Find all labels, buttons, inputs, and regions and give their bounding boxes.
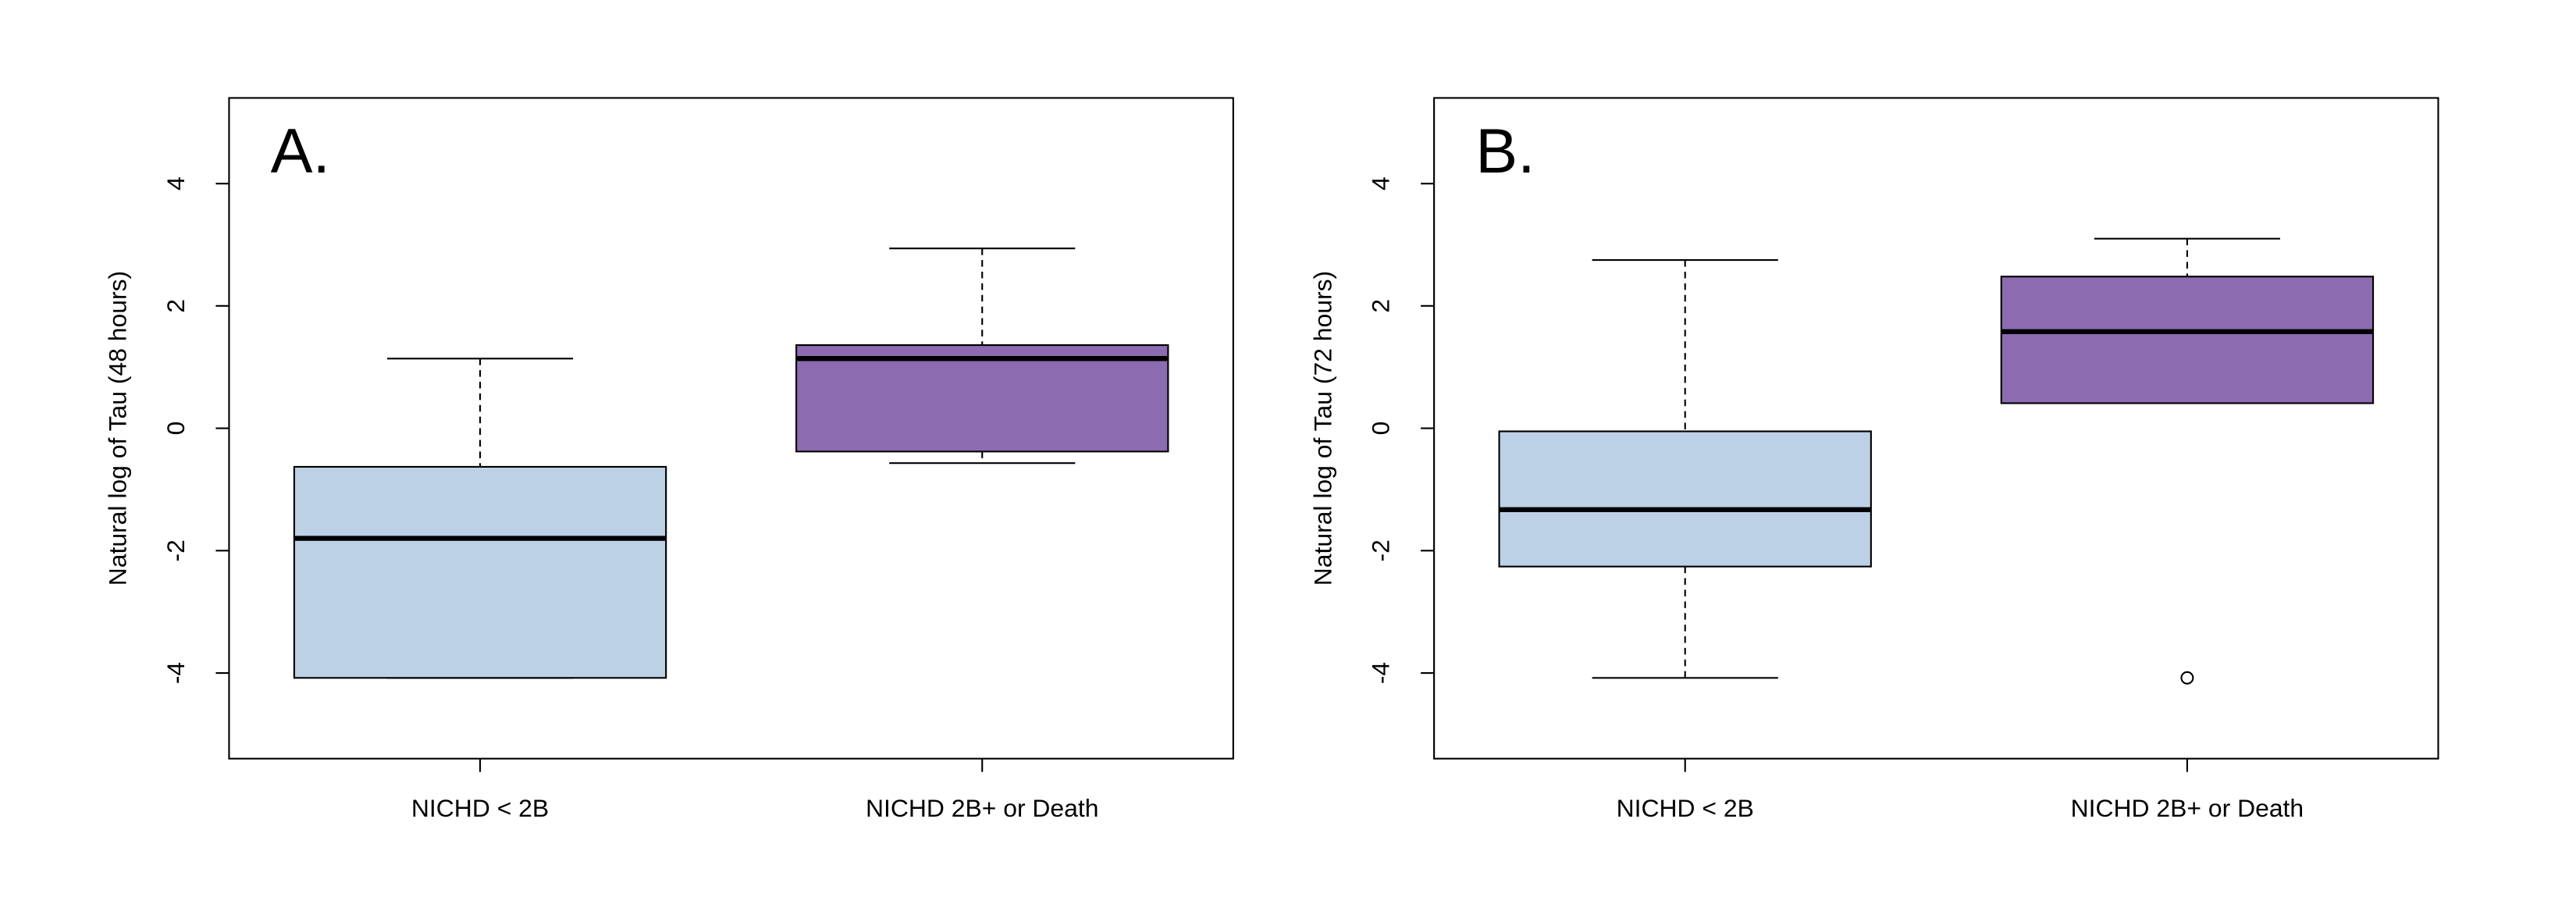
- y-axis-label: Natural log of Tau (72 hours): [1308, 271, 1336, 586]
- box: [795, 344, 1169, 453]
- panel-label: B.: [1475, 116, 1535, 187]
- x-tick-label: NICHD < 2B: [411, 794, 549, 822]
- y-tick-label: 0: [162, 422, 190, 436]
- panel-label: A.: [271, 116, 330, 187]
- box: [2000, 276, 2375, 404]
- y-tick-label: -2: [1367, 539, 1395, 561]
- x-tick-label: NICHD < 2B: [1617, 794, 1754, 822]
- y-tick-label: 4: [162, 176, 190, 190]
- y-tick-label: -4: [1367, 662, 1395, 684]
- box: [1498, 430, 1872, 568]
- y-tick-label: -4: [162, 662, 190, 684]
- outlier: [2180, 671, 2194, 685]
- x-tick-label: NICHD 2B+ or Death: [866, 794, 1099, 822]
- x-tick-label: NICHD 2B+ or Death: [2071, 794, 2304, 822]
- y-tick-label: 0: [1367, 422, 1395, 436]
- y-axis-label: Natural log of Tau (48 hours): [104, 271, 132, 586]
- plot-frame: [1433, 97, 2439, 760]
- y-tick-label: -2: [162, 539, 190, 561]
- box: [293, 465, 667, 679]
- y-tick-label: 2: [1367, 299, 1395, 313]
- y-tick-label: 2: [162, 299, 190, 313]
- y-tick-label: 4: [1367, 176, 1395, 190]
